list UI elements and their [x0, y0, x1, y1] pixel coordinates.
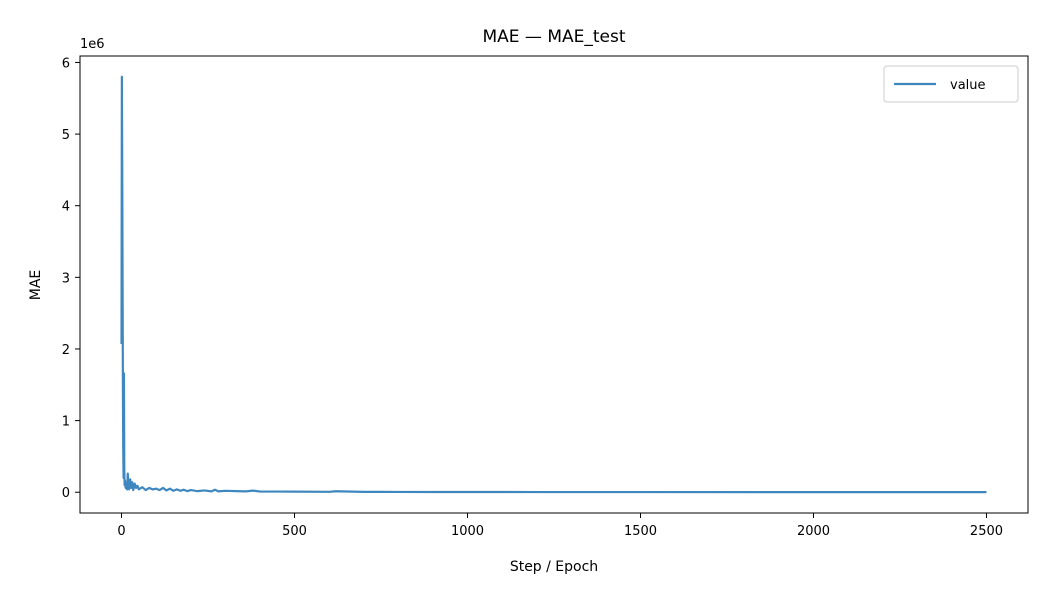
- x-tick-label: 0: [117, 524, 125, 539]
- x-tick-label: 1500: [624, 524, 657, 539]
- x-axis-ticks: 0 500 1000 1500 2000 2500: [117, 513, 1003, 539]
- legend-entry-label: value: [950, 78, 986, 93]
- x-tick-label: 2000: [797, 524, 830, 539]
- y-tick-label: 2: [62, 343, 70, 358]
- y-tick-label: 5: [62, 128, 70, 143]
- y-axis-scale-label: 1e6: [80, 37, 105, 52]
- legend-box: [883, 65, 1019, 103]
- legend: value: [883, 65, 1019, 103]
- y-tick-label: 3: [62, 271, 70, 286]
- x-tick-label: 500: [282, 524, 307, 539]
- y-tick-label: 6: [62, 56, 70, 71]
- y-tick-label: 1: [62, 415, 70, 430]
- x-axis-label: Step / Epoch: [510, 559, 598, 575]
- x-tick-label: 2500: [970, 524, 1003, 539]
- series-layer: [120, 75, 987, 494]
- x-tick-label: 1000: [451, 524, 484, 539]
- series-line-value: [120, 75, 987, 494]
- chart-title: MAE — MAE_test: [482, 27, 625, 47]
- plot-area: [79, 55, 1029, 514]
- y-tick-label: 4: [62, 200, 70, 215]
- y-axis-label: MAE: [28, 270, 44, 301]
- plot-frame: [79, 55, 1029, 514]
- y-axis-ticks: 0 1 2 3 4 5 6: [62, 56, 80, 501]
- y-tick-label: 0: [62, 486, 70, 501]
